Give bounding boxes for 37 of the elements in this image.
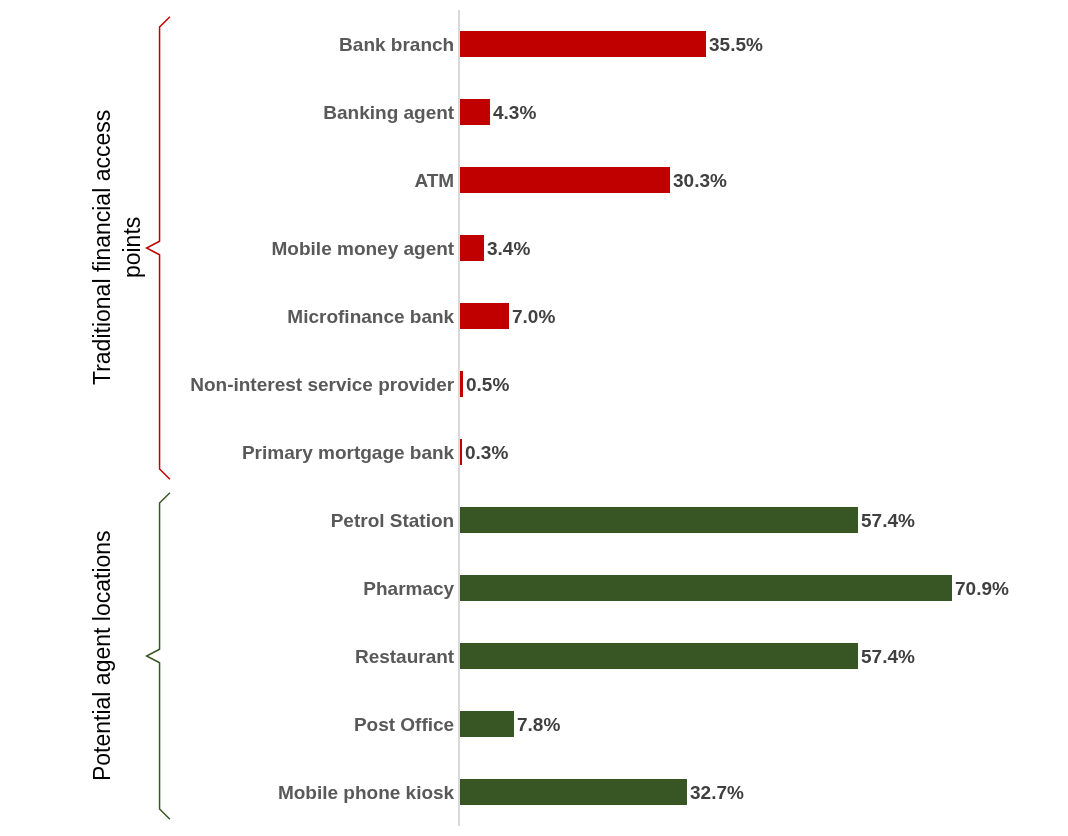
- y-tick-label: Pharmacy: [363, 577, 455, 599]
- bar: [460, 371, 463, 397]
- bar: [460, 167, 670, 193]
- bar: [460, 303, 509, 329]
- bar: [460, 643, 858, 669]
- bar: [460, 507, 858, 533]
- y-tick-label: Primary mortgage bank: [241, 441, 455, 463]
- data-label: 57.4%: [861, 509, 915, 531]
- bar: [460, 575, 952, 601]
- bar: [460, 711, 514, 737]
- data-label: 32.7%: [690, 781, 744, 803]
- y-tick-label: Petrol Station: [330, 509, 455, 531]
- y-tick-label: Post Office: [353, 713, 455, 735]
- data-label: 3.4%: [487, 237, 531, 259]
- y-tick-label: Mobile money agent: [271, 237, 455, 259]
- bar: [460, 31, 706, 57]
- data-label: 0.3%: [465, 441, 509, 463]
- y-tick-label: Bank branch: [339, 33, 455, 55]
- y-tick-label: Non-interest service provider: [190, 373, 455, 395]
- data-label: 7.8%: [517, 713, 561, 735]
- data-label: 35.5%: [709, 33, 763, 55]
- bar: [460, 99, 490, 125]
- y-tick-label: Restaurant: [354, 645, 455, 667]
- y-tick-label: Banking agent: [323, 101, 455, 123]
- data-label: 4.3%: [493, 101, 537, 123]
- data-label: 57.4%: [861, 645, 915, 667]
- y-tick-label: ATM: [414, 169, 455, 191]
- data-label: 70.9%: [955, 577, 1009, 599]
- data-label: 7.0%: [512, 305, 556, 327]
- data-label: 30.3%: [673, 169, 727, 191]
- y-tick-label: Mobile phone kiosk: [277, 781, 455, 803]
- y-tick-label: Microfinance bank: [287, 305, 455, 327]
- text: Potential agent locations: [89, 530, 116, 782]
- bar: [460, 235, 484, 261]
- text: Traditional financial access points: [89, 109, 145, 386]
- bar: [460, 779, 687, 805]
- data-label: 0.5%: [466, 373, 510, 395]
